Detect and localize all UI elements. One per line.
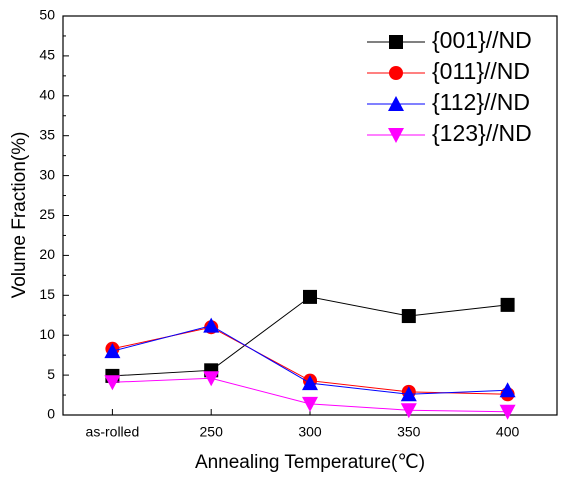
data-point	[302, 396, 318, 412]
x-axis-label: Annealing Temperature(℃)	[195, 452, 425, 473]
data-point	[401, 309, 416, 324]
data-point	[104, 343, 121, 359]
data-point	[500, 297, 515, 312]
y-axis-label: Volume Fraction(%)	[9, 132, 30, 299]
y-tick-label: 50	[39, 7, 55, 23]
y-tick-label: 30	[39, 166, 55, 182]
data-point	[499, 404, 516, 420]
x-tick-label: 250	[200, 424, 224, 440]
x-tick-label: as-rolled	[86, 424, 140, 440]
legend-marker	[388, 128, 404, 143]
y-tick-label: 0	[47, 406, 55, 422]
y-tick-label: 20	[39, 246, 55, 262]
legend-marker	[389, 66, 403, 80]
data-point	[203, 317, 220, 333]
y-tick-label: 5	[47, 366, 55, 382]
data-point	[302, 375, 318, 391]
data-point	[400, 403, 417, 419]
legend-label: {011}//ND	[432, 58, 530, 84]
x-tick-label: 300	[298, 424, 322, 440]
legend-marker	[389, 35, 403, 49]
legend-label: {123}//ND	[432, 120, 532, 146]
y-tick-label: 15	[39, 286, 55, 302]
y-tick-label: 10	[39, 326, 55, 342]
data-point	[499, 382, 516, 398]
legend-label: {112}//ND	[432, 89, 530, 115]
y-tick-label: 25	[39, 206, 55, 222]
y-tick-label: 45	[39, 47, 55, 63]
data-point	[203, 371, 220, 387]
y-tick-label: 40	[39, 87, 55, 103]
y-tick-label: 35	[39, 126, 55, 142]
series-line	[112, 296, 508, 377]
data-point	[400, 386, 417, 402]
data-point	[303, 289, 317, 304]
data-point	[104, 375, 121, 391]
x-tick-label: 400	[496, 424, 520, 440]
legend-label: {001}//ND	[432, 27, 532, 53]
legend-marker	[388, 96, 404, 111]
x-tick-label: 350	[397, 424, 421, 440]
